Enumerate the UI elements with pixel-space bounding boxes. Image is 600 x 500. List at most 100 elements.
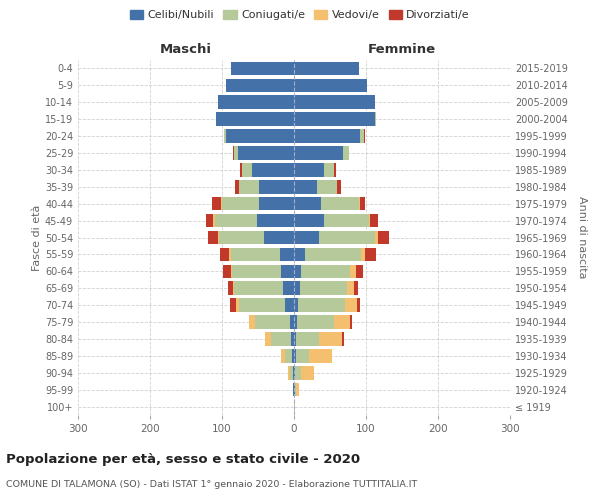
Bar bbox=[214, 214, 215, 228]
Bar bbox=[294, 78, 367, 92]
Bar bbox=[295, 366, 301, 380]
Text: Femmine: Femmine bbox=[368, 44, 436, 57]
Bar bbox=[324, 163, 334, 176]
Bar bbox=[259, 180, 294, 194]
Y-axis label: Fasce di età: Fasce di età bbox=[32, 204, 42, 270]
Bar bbox=[233, 282, 234, 295]
Bar bbox=[229, 248, 230, 261]
Bar bbox=[223, 264, 230, 278]
Bar bbox=[361, 248, 365, 261]
Bar bbox=[293, 366, 294, 380]
Bar bbox=[297, 316, 334, 329]
Bar bbox=[293, 383, 294, 396]
Bar bbox=[334, 163, 336, 176]
Bar bbox=[294, 197, 322, 210]
Bar bbox=[319, 332, 342, 345]
Bar bbox=[232, 264, 281, 278]
Bar bbox=[356, 298, 360, 312]
Bar bbox=[374, 112, 376, 126]
Bar bbox=[296, 383, 299, 396]
Bar bbox=[301, 366, 314, 380]
Bar bbox=[298, 298, 345, 312]
Bar bbox=[239, 298, 286, 312]
Bar bbox=[356, 264, 363, 278]
Bar bbox=[309, 349, 332, 362]
Bar bbox=[343, 146, 349, 160]
Bar bbox=[301, 264, 350, 278]
Bar bbox=[294, 400, 295, 413]
Bar bbox=[376, 230, 377, 244]
Bar bbox=[294, 112, 374, 126]
Bar bbox=[229, 282, 233, 295]
Bar bbox=[369, 214, 370, 228]
Bar bbox=[294, 383, 295, 396]
Bar bbox=[219, 230, 264, 244]
Bar bbox=[234, 146, 238, 160]
Bar bbox=[334, 316, 350, 329]
Text: Maschi: Maschi bbox=[160, 44, 212, 57]
Bar bbox=[218, 230, 219, 244]
Bar bbox=[294, 349, 296, 362]
Bar bbox=[257, 214, 294, 228]
Bar bbox=[290, 366, 293, 380]
Bar bbox=[294, 298, 298, 312]
Bar bbox=[224, 130, 226, 143]
Bar bbox=[232, 62, 294, 75]
Bar bbox=[354, 282, 358, 295]
Bar bbox=[291, 332, 294, 345]
Bar bbox=[271, 332, 291, 345]
Bar bbox=[238, 146, 294, 160]
Bar bbox=[337, 180, 341, 194]
Bar bbox=[215, 214, 257, 228]
Bar bbox=[250, 316, 255, 329]
Bar bbox=[226, 78, 294, 92]
Bar bbox=[220, 248, 229, 261]
Bar bbox=[265, 332, 271, 345]
Bar bbox=[281, 349, 284, 362]
Bar bbox=[294, 214, 324, 228]
Bar bbox=[264, 230, 294, 244]
Bar bbox=[294, 146, 343, 160]
Bar bbox=[212, 197, 221, 210]
Bar bbox=[294, 62, 359, 75]
Bar bbox=[235, 180, 239, 194]
Bar bbox=[286, 298, 294, 312]
Bar bbox=[360, 130, 364, 143]
Bar bbox=[377, 230, 389, 244]
Bar bbox=[230, 248, 280, 261]
Bar bbox=[345, 298, 356, 312]
Bar bbox=[280, 248, 294, 261]
Bar bbox=[295, 383, 296, 396]
Bar bbox=[208, 230, 218, 244]
Bar bbox=[294, 248, 305, 261]
Bar bbox=[255, 316, 290, 329]
Bar bbox=[206, 214, 214, 228]
Bar bbox=[296, 349, 309, 362]
Bar bbox=[218, 96, 294, 109]
Bar bbox=[322, 197, 359, 210]
Bar bbox=[252, 163, 294, 176]
Bar bbox=[317, 180, 337, 194]
Bar bbox=[294, 96, 374, 109]
Bar bbox=[236, 298, 239, 312]
Bar bbox=[365, 248, 376, 261]
Bar bbox=[234, 282, 283, 295]
Bar bbox=[359, 197, 365, 210]
Bar bbox=[230, 264, 232, 278]
Bar bbox=[290, 316, 294, 329]
Bar bbox=[296, 332, 319, 345]
Bar bbox=[284, 349, 292, 362]
Bar bbox=[350, 264, 356, 278]
Bar bbox=[294, 264, 301, 278]
Bar bbox=[294, 316, 297, 329]
Bar bbox=[300, 282, 347, 295]
Bar bbox=[233, 146, 234, 160]
Bar bbox=[230, 298, 236, 312]
Bar bbox=[294, 130, 360, 143]
Bar bbox=[283, 282, 294, 295]
Bar bbox=[288, 366, 290, 380]
Bar bbox=[226, 130, 294, 143]
Bar bbox=[294, 366, 295, 380]
Bar bbox=[242, 163, 252, 176]
Bar bbox=[294, 230, 319, 244]
